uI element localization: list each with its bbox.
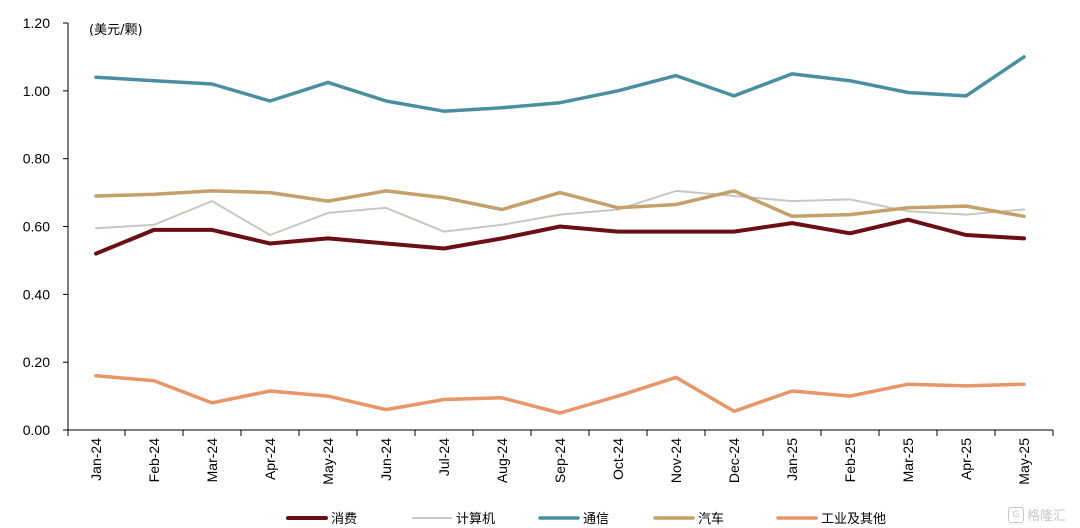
series-line-4 [94,373,1026,415]
x-tick-label: Feb-25 [842,438,858,483]
x-tick-label: Feb-24 [146,438,162,483]
y-tick-label: 0.40 [23,286,50,302]
unit-label: (美元/颗) [89,23,143,38]
x-tick-label: Jan-25 [784,438,800,481]
axes: 0.00 0.20 0.40 0.60 0.80 1.00 1.20 Jan-24 Feb-24… [23,15,1054,485]
y-tick-label: 0.00 [23,422,50,438]
x-tick-label: Dec-24 [726,438,742,483]
legend: 消费 计算机 通信 汽车 工业及其他 [286,511,886,527]
watermark-text: 格隆汇 [1026,509,1066,524]
x-tick-label: Jan-24 [88,438,104,481]
y-tick-label: 1.20 [23,15,50,31]
x-tick-label: Mar-25 [900,438,916,483]
series-line-3 [94,189,1026,219]
x-tick-label: Sep-24 [552,438,568,483]
x-tick-label: Apr-25 [958,438,974,480]
x-tick-label: Mar-24 [204,438,220,483]
series-group [94,55,1026,415]
x-tick-label: Apr-24 [262,438,278,480]
x-tick-label: Oct-24 [610,438,626,480]
x-tick-label: Jul-24 [436,438,452,476]
series-line-0 [94,217,1026,256]
legend-label-2: 通信 [583,512,609,527]
y-tick-label: 0.80 [23,151,50,167]
x-tick-label: May-24 [320,438,336,485]
watermark-logo-icon: G [1007,506,1024,523]
legend-label-4: 工业及其他 [821,512,886,527]
legend-label-1: 计算机 [456,512,495,527]
legend-label-0: 消费 [331,512,357,527]
series-line-2 [94,55,1026,113]
legend-label-3: 汽车 [698,511,724,527]
x-tick-label: Jun-24 [378,438,394,481]
x-tick-label: Nov-24 [668,438,684,483]
y-tick-label: 0.60 [23,219,50,235]
x-tick-label: Aug-24 [494,438,510,483]
series-line-1 [95,189,1025,236]
y-tick-label: 1.00 [23,83,50,99]
y-tick-label: 0.20 [23,354,50,370]
x-tick-label: May-25 [1016,438,1032,485]
watermark: G 格隆汇 [1007,505,1066,524]
